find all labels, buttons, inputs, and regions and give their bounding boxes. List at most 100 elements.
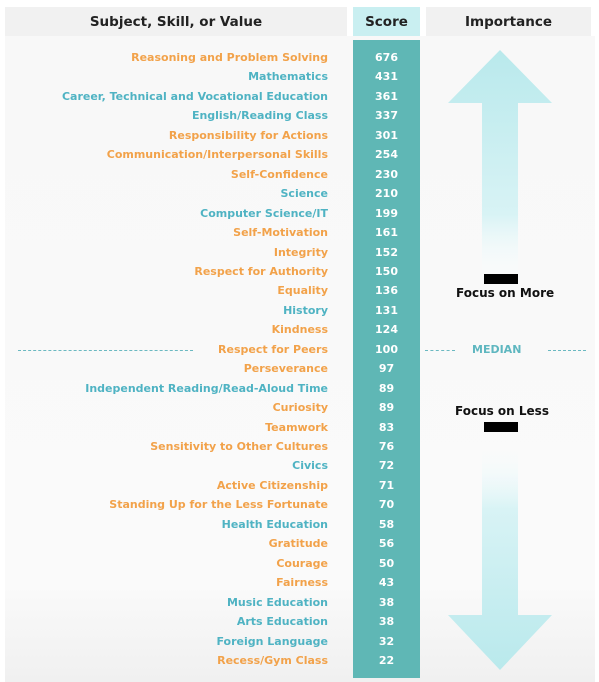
row-score: 56: [378, 537, 395, 551]
row-score: 58: [378, 517, 395, 531]
table-row: Independent Reading/Read-Aloud Time 89: [0, 379, 599, 398]
focus-on-less-label: Focus on Less: [455, 404, 549, 418]
row-score: 83: [378, 420, 395, 434]
row-score: 100: [375, 342, 398, 356]
table-row: Teamwork 83: [0, 418, 599, 437]
table-row: Sensitivity to Other Cultures 76: [0, 437, 599, 456]
row-label: Kindness: [271, 323, 328, 337]
row-score: 136: [375, 284, 398, 298]
row-label: Independent Reading/Read-Aloud Time: [85, 381, 328, 395]
row-score: 131: [375, 303, 398, 317]
row-label: Fairness: [276, 576, 328, 590]
table-row: Perseverance 97: [0, 359, 599, 378]
row-label: Arts Education: [236, 615, 328, 629]
table-row: Mathematics 431: [0, 67, 599, 86]
row-label: Health Education: [221, 517, 328, 531]
row-label: Courage: [276, 556, 328, 570]
row-score: 76: [378, 440, 395, 453]
median-line-mid: [425, 350, 455, 351]
row-label: Gratitude: [268, 537, 328, 551]
row-label: Recess/Gym Class: [217, 653, 328, 667]
row-label: Science: [280, 187, 329, 201]
row-label: Respect for Authority: [194, 264, 328, 278]
row-label: Civics: [292, 459, 328, 473]
table-row: Standing Up for the Less Fortunate 70: [0, 495, 599, 514]
row-score: 89: [378, 401, 395, 415]
row-score: 38: [378, 615, 395, 629]
row-score: 70: [378, 498, 395, 512]
table-row: English/Reading Class 337: [0, 106, 599, 125]
row-score: 43: [378, 576, 395, 590]
score-column-header: Score: [353, 7, 420, 36]
table-row: Curiosity 89: [0, 398, 599, 417]
row-score: 210: [375, 187, 398, 201]
table-row: Recess/Gym Class 22: [0, 651, 599, 670]
table-row: Self-Confidence 230: [0, 165, 599, 184]
median-line-right: [548, 350, 586, 351]
row-label: Music Education: [226, 595, 328, 609]
row-label: Reasoning and Problem Solving: [131, 51, 328, 64]
row-label: Curiosity: [272, 401, 328, 415]
row-score: 254: [375, 148, 398, 162]
subject-column-header: Subject, Skill, or Value: [5, 7, 347, 36]
table-row: Equality 136: [0, 281, 599, 300]
row-score: 22: [378, 653, 395, 667]
table-row: Respect for Authority 150: [0, 262, 599, 281]
table-row: Civics 72: [0, 456, 599, 475]
median-line-left: [18, 350, 193, 351]
row-label: English/Reading Class: [191, 109, 328, 123]
row-label: Foreign Language: [216, 634, 328, 648]
row-label: Respect for Peers: [218, 342, 328, 356]
table-row: Music Education 38: [0, 593, 599, 612]
row-label: History: [283, 303, 328, 317]
row-label: Career, Technical and Vocational Educati…: [61, 89, 328, 103]
row-label: Perseverance: [243, 362, 328, 376]
row-score: 431: [375, 70, 398, 84]
row-label: Computer Science/IT: [200, 206, 328, 220]
importance-column-header: Importance: [426, 7, 591, 36]
row-score: 152: [375, 245, 398, 259]
row-score: 50: [378, 556, 395, 570]
row-label: Mathematics: [248, 70, 328, 84]
table-row: Courage 50: [0, 554, 599, 573]
table-row: Responsibility for Actions 301: [0, 126, 599, 145]
row-label: Responsibility for Actions: [168, 128, 328, 142]
table-row: Respect for Peers 100: [0, 340, 599, 359]
table-row: Self-Motivation 161: [0, 223, 599, 242]
row-label: Self-Confidence: [230, 167, 328, 181]
row-label: Communication/Interpersonal Skills: [106, 148, 328, 162]
table-row: Active Citizenship 71: [0, 476, 599, 495]
row-label: Teamwork: [265, 420, 328, 434]
table-row: History 131: [0, 301, 599, 320]
table-row: Arts Education 38: [0, 612, 599, 631]
table-row: Career, Technical and Vocational Educati…: [0, 87, 599, 106]
row-score: 124: [375, 323, 398, 337]
row-score: 161: [375, 226, 398, 240]
row-score: 361: [375, 89, 398, 103]
row-score: 301: [375, 128, 398, 142]
table-row: Integrity 152: [0, 243, 599, 262]
focus-less-marker: [484, 422, 518, 432]
row-score: 97: [378, 362, 395, 376]
row-label: Integrity: [273, 245, 328, 259]
up-arrow-icon: [448, 50, 552, 285]
row-score: 72: [378, 459, 395, 473]
row-score: 150: [375, 264, 398, 278]
row-label: Standing Up for the Less Fortunate: [109, 498, 328, 512]
importance-arrow-icon: [448, 50, 552, 670]
table-row: Foreign Language 32: [0, 632, 599, 651]
table-row: Fairness 43: [0, 573, 599, 592]
table-row: Computer Science/IT 199: [0, 204, 599, 223]
row-score: 89: [378, 381, 395, 395]
focus-more-marker: [484, 274, 518, 284]
row-score: 199: [375, 206, 398, 220]
row-label: Sensitivity to Other Cultures: [150, 440, 328, 453]
row-score: 337: [375, 109, 398, 123]
down-arrow-icon: [448, 440, 552, 670]
table-row: Kindness 124: [0, 320, 599, 339]
row-score: 676: [375, 51, 398, 64]
row-label: Active Citizenship: [216, 478, 328, 492]
table-row: Health Education 58: [0, 515, 599, 534]
median-label: MEDIAN: [472, 343, 522, 356]
focus-on-more-label: Focus on More: [456, 286, 555, 300]
